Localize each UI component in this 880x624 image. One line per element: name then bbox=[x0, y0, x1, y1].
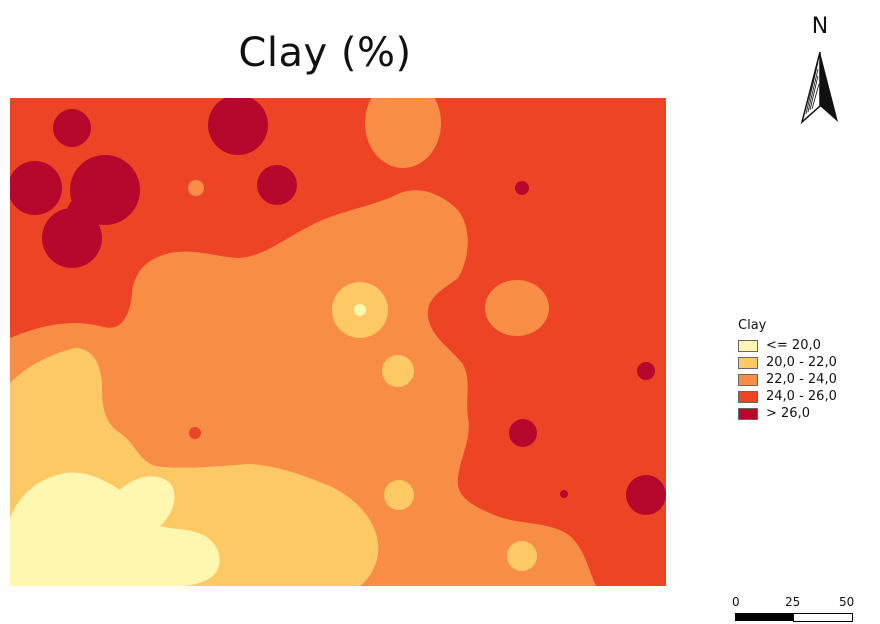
scale-bar: 0 25 50 m bbox=[725, 595, 865, 624]
scale-label-0: 0 bbox=[732, 595, 740, 609]
zone-gt-26 bbox=[560, 490, 568, 498]
legend-swatch bbox=[738, 339, 758, 352]
legend-swatch bbox=[738, 373, 758, 386]
zone-gt-26 bbox=[626, 475, 666, 515]
zone-gt-26 bbox=[10, 161, 62, 215]
legend-item: 24,0 - 26,0 bbox=[738, 388, 837, 405]
legend-label: 24,0 - 26,0 bbox=[766, 389, 837, 404]
north-arrow-icon bbox=[800, 51, 838, 125]
zone-gt-26 bbox=[208, 98, 268, 155]
zone-20-22 bbox=[384, 480, 414, 510]
zone-22-24 bbox=[365, 98, 441, 168]
clay-map bbox=[10, 98, 666, 586]
legend-label: <= 20,0 bbox=[766, 338, 821, 353]
zone-22-24 bbox=[485, 280, 549, 336]
north-label: N bbox=[811, 14, 829, 39]
legend: Clay <= 20,0 20,0 - 22,0 22,0 - 24,0 24,… bbox=[738, 318, 837, 422]
zone-gt-26 bbox=[509, 419, 537, 447]
clay-raster bbox=[10, 98, 666, 586]
legend-label: 22,0 - 24,0 bbox=[766, 372, 837, 387]
zone-22-24 bbox=[188, 180, 204, 196]
zone-le-20 bbox=[10, 472, 220, 586]
zone-gt-26 bbox=[257, 165, 297, 205]
scale-segment-white bbox=[793, 613, 853, 622]
legend-swatch bbox=[738, 356, 758, 369]
zone-le-20 bbox=[354, 304, 366, 316]
legend-item: <= 20,0 bbox=[738, 337, 837, 354]
legend-title: Clay bbox=[738, 318, 767, 333]
legend-swatch bbox=[738, 407, 758, 420]
legend-item: > 26,0 bbox=[738, 405, 837, 422]
zone-24-26 bbox=[189, 427, 201, 439]
legend-label: 20,0 - 22,0 bbox=[766, 355, 837, 370]
zone-20-22 bbox=[507, 541, 537, 571]
legend-item: 22,0 - 24,0 bbox=[738, 371, 837, 388]
zone-gt-26 bbox=[515, 181, 529, 195]
zone-gt-26 bbox=[637, 362, 655, 380]
scale-label-25: 25 bbox=[785, 595, 801, 609]
legend-label: > 26,0 bbox=[766, 406, 810, 421]
scale-segment-black bbox=[735, 613, 793, 621]
legend-item: 20,0 - 22,0 bbox=[738, 354, 837, 371]
zone-gt-26 bbox=[67, 195, 103, 231]
map-title: Clay (%) bbox=[238, 30, 412, 76]
legend-swatch bbox=[738, 390, 758, 403]
zone-20-22 bbox=[382, 355, 414, 387]
zone-gt-26 bbox=[53, 109, 91, 147]
